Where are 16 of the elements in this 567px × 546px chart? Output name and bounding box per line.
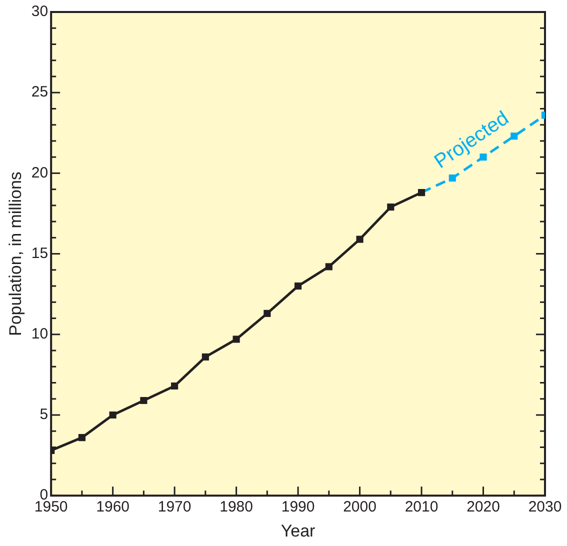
- x-tick-label: 1980: [220, 498, 253, 516]
- y-tick-label: 30: [31, 3, 48, 20]
- x-tick-label: 2030: [528, 498, 562, 516]
- y-tick-label: 15: [31, 244, 48, 262]
- y-axis-title: Population, in millions: [6, 172, 25, 336]
- y-tick-label: 25: [31, 84, 48, 101]
- x-tick-label: 2000: [343, 498, 376, 516]
- x-tick-label: 1990: [281, 498, 315, 516]
- x-tick-label: 1960: [96, 498, 130, 516]
- x-axis-title: Year: [280, 521, 316, 540]
- y-tick-label: 5: [40, 406, 48, 424]
- x-tick-label: 2020: [466, 498, 500, 516]
- x-tick-label: 2010: [404, 498, 438, 516]
- y-tick-label: 10: [31, 326, 48, 343]
- y-tick-label: 20: [31, 164, 48, 182]
- x-tick-label: 1970: [158, 498, 192, 516]
